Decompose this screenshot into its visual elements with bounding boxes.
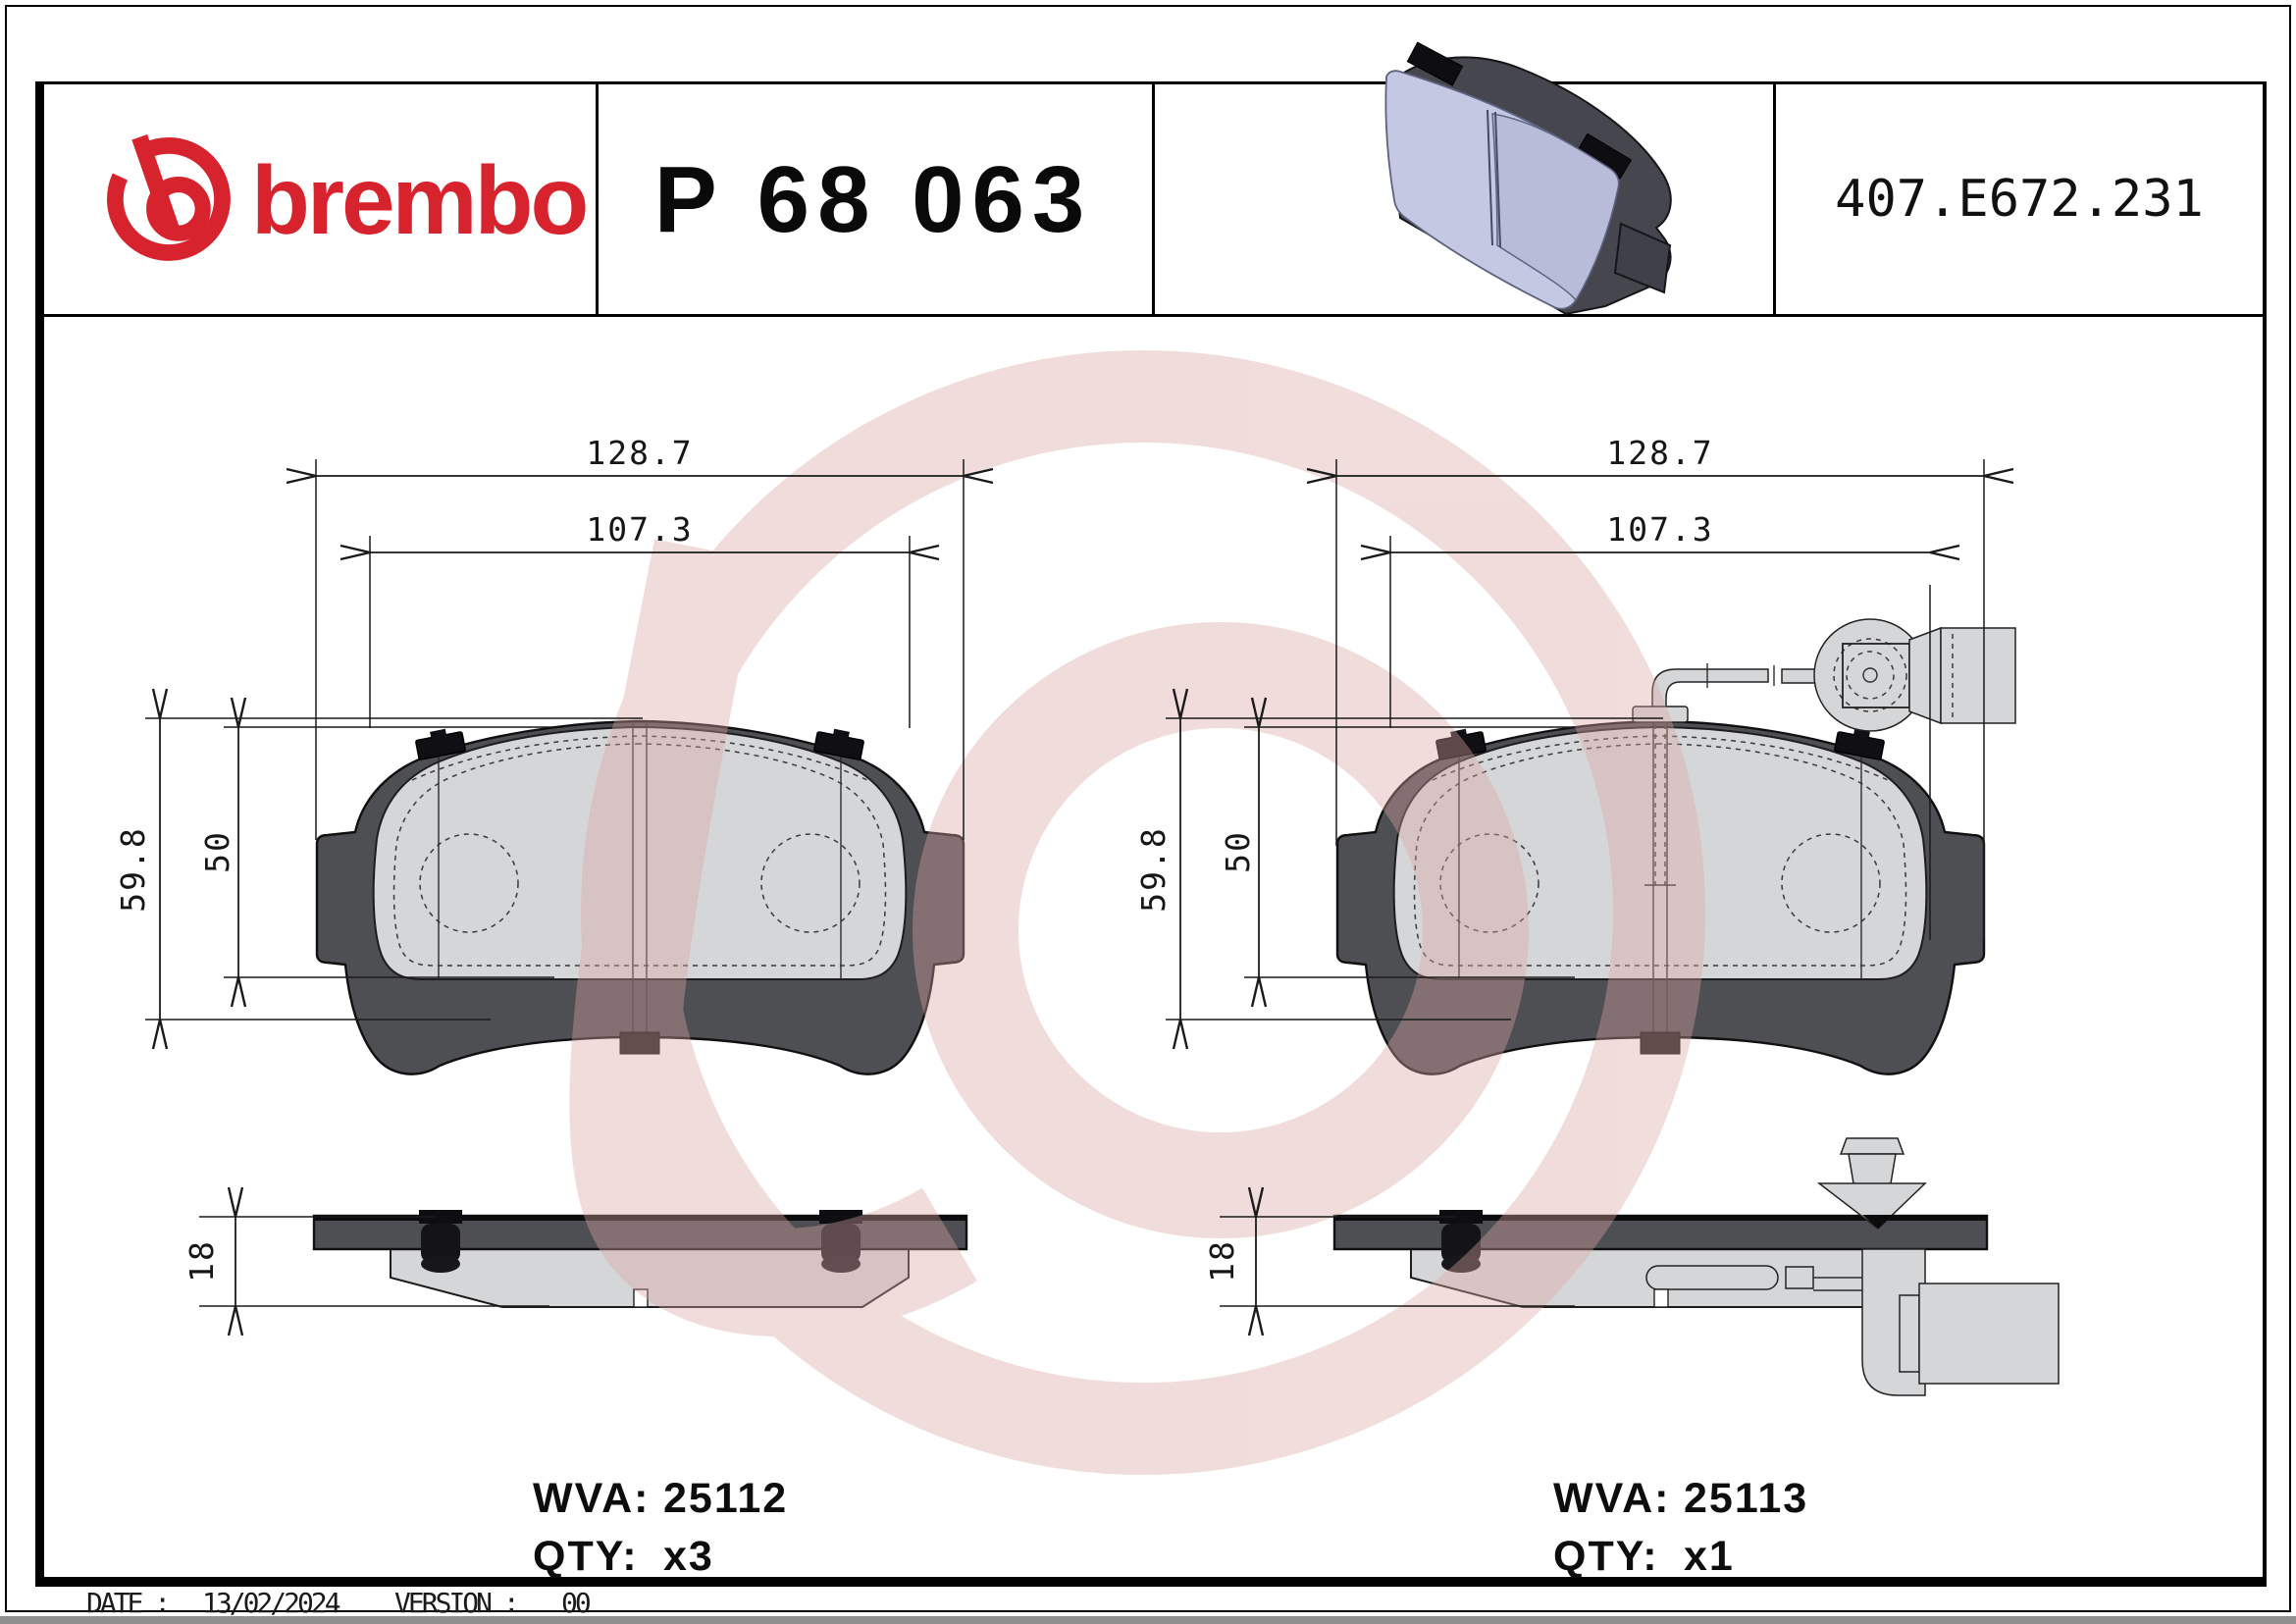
wva-value: 25113 (1684, 1475, 1808, 1522)
bottom-screen-strip (0, 1616, 2296, 1624)
footer-version-label: VERSION : (394, 1587, 517, 1619)
side-center-notch (1653, 1288, 1669, 1308)
right-dimensions: 128.7 107.3 59.8 50 18 (1134, 434, 2014, 1336)
footer-version-value: 00 (561, 1587, 591, 1619)
sensor-wire-elbow (1651, 668, 1769, 709)
brand-wordmark: brembo (251, 146, 587, 254)
left-part-info: WVA: 25112 QTY: x3 (533, 1475, 788, 1580)
dim-friction-height: 50 (198, 830, 236, 873)
dim-overall-height: 59.8 (1134, 826, 1173, 912)
left-dimensions: 128.7 107.3 59.8 50 18 (114, 434, 994, 1336)
footer-date-label: DATE : (86, 1587, 168, 1619)
side-center-notch (633, 1288, 649, 1308)
wva-label: WVA: (1553, 1475, 1670, 1522)
dim-overall-width: 128.7 (1606, 434, 1713, 472)
dim-thickness: 18 (183, 1239, 221, 1283)
brembo-logo-icon (107, 134, 231, 261)
header-band: brembo P 68 063 407.E672.231 (35, 41, 2267, 317)
dim-overall-width: 128.7 (586, 434, 693, 472)
wva-label: WVA: (533, 1475, 650, 1522)
dim-overall-height: 59.8 (114, 826, 152, 912)
dim-friction-height: 50 (1219, 830, 1257, 873)
part-number: P 68 063 (654, 147, 1093, 252)
dim-pad-width: 107.3 (586, 510, 693, 549)
dim-thickness: 18 (1203, 1239, 1241, 1283)
left-pad-side-view (312, 1208, 968, 1308)
sensor-side-plug (1918, 1283, 2060, 1385)
catalog-number: 407.E672.231 (1835, 170, 2204, 229)
footer: DATE : 13/02/2024 VERSION : 00 (86, 1587, 594, 1619)
footer-date-value: 13/02/2024 (202, 1587, 340, 1619)
right-part-info: WVA: 25113 QTY: x1 (1553, 1475, 1808, 1580)
brembo-watermark-icon (569, 350, 1705, 1475)
side-clip-right (819, 1210, 862, 1273)
sensor-side-assembly (1813, 1137, 2060, 1396)
qty-value: x3 (663, 1533, 714, 1580)
page-frame (0, 5, 2296, 1624)
wva-value: 25112 (663, 1475, 788, 1522)
sensor-channel-slot (1645, 1265, 1779, 1290)
right-pad-side-view (1332, 1137, 2060, 1396)
qty-label: QTY: (1553, 1533, 1659, 1580)
qty-label: QTY: (533, 1533, 639, 1580)
dim-pad-width: 107.3 (1606, 510, 1713, 549)
brake-pad-3d-image (1384, 41, 1672, 316)
qty-value: x1 (1684, 1533, 1735, 1580)
